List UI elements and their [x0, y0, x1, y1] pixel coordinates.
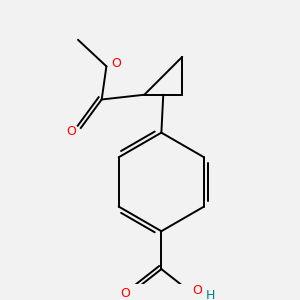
Text: O: O — [192, 284, 202, 297]
Text: O: O — [111, 57, 121, 70]
Text: O: O — [66, 125, 76, 138]
Text: O: O — [120, 287, 130, 300]
Text: H: H — [206, 289, 215, 300]
